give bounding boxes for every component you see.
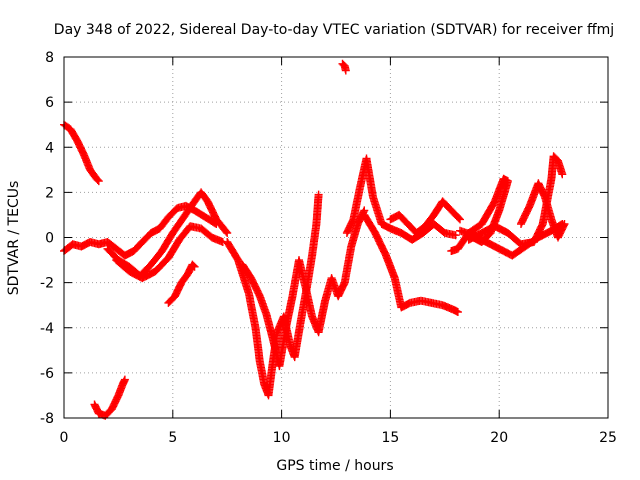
y-tick-label: 6 bbox=[45, 95, 54, 111]
x-tick-label: 5 bbox=[168, 430, 177, 446]
y-tick-label: -6 bbox=[40, 366, 54, 382]
data-marker bbox=[120, 375, 129, 384]
data-marker bbox=[456, 215, 464, 224]
y-tick-label: -8 bbox=[40, 411, 54, 427]
data-marker bbox=[222, 227, 231, 236]
series-arc-16 bbox=[517, 179, 569, 242]
series-arc-8 bbox=[238, 206, 369, 371]
x-tick-label: 0 bbox=[60, 430, 69, 446]
y-tick-label: -4 bbox=[40, 321, 54, 337]
series-arc-11 bbox=[360, 210, 462, 316]
data-marker bbox=[451, 231, 460, 240]
axis-ticks: 0 5 10 15 20 25 -8 -6 -4 -2 0 2 4 6 8 bbox=[40, 50, 617, 446]
series-arc-9 bbox=[338, 59, 350, 75]
data-marker bbox=[223, 229, 232, 237]
data-points bbox=[60, 59, 569, 420]
data-marker bbox=[454, 214, 463, 223]
y-tick-label: -2 bbox=[40, 276, 54, 292]
data-marker bbox=[94, 177, 103, 186]
series-arc-5 bbox=[112, 222, 227, 283]
data-marker bbox=[189, 261, 198, 270]
y-tick-label: 8 bbox=[45, 50, 54, 66]
data-marker bbox=[558, 170, 567, 179]
data-marker bbox=[560, 220, 569, 228]
y-tick-label: 2 bbox=[45, 185, 54, 201]
x-tick-label: 25 bbox=[599, 430, 617, 446]
data-marker bbox=[341, 66, 350, 75]
data-marker bbox=[190, 262, 199, 271]
y-tick-label: 4 bbox=[45, 140, 54, 156]
x-tick-label: 20 bbox=[490, 430, 508, 446]
y-axis-label: SDTVAR / TECUs bbox=[6, 181, 22, 296]
series-arc-2 bbox=[90, 375, 129, 420]
data-marker bbox=[93, 176, 102, 184]
series-arc-6 bbox=[164, 260, 199, 307]
x-axis-label: GPS time / hours bbox=[276, 458, 393, 474]
x-tick-label: 15 bbox=[381, 430, 399, 446]
chart-title: Day 348 of 2022, Sidereal Day-to-day VTE… bbox=[54, 22, 614, 38]
x-tick-label: 10 bbox=[273, 430, 291, 446]
series-arc-12 bbox=[386, 197, 464, 237]
data-marker bbox=[314, 190, 323, 199]
series-arc-10 bbox=[342, 154, 460, 244]
data-marker bbox=[453, 308, 462, 316]
series-arc-1 bbox=[60, 120, 103, 186]
y-tick-label: 0 bbox=[45, 231, 54, 247]
